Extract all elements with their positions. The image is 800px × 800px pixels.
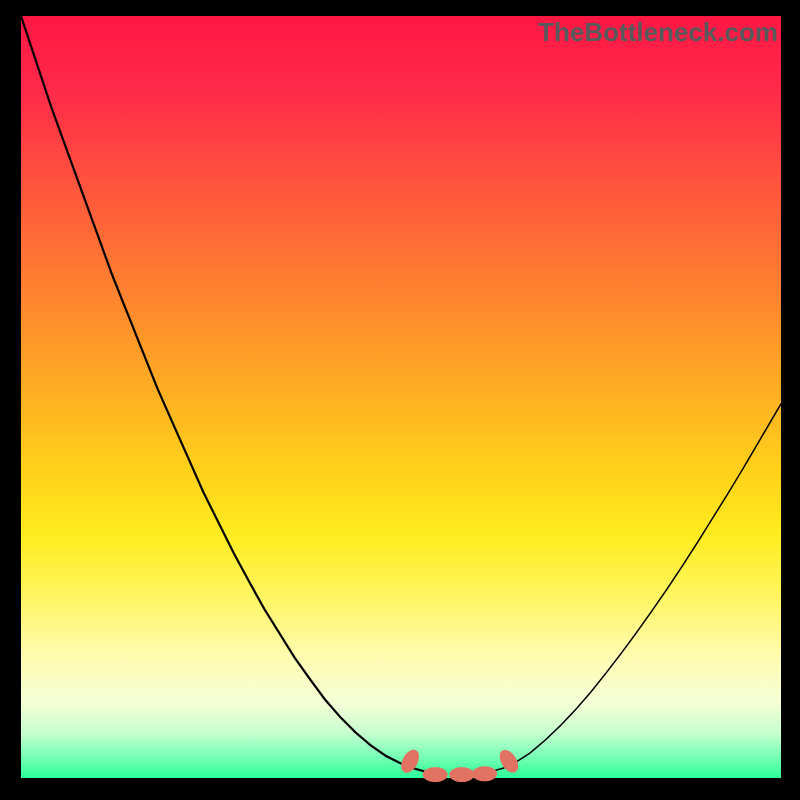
- chart-container: TheBottleneck.com: [0, 0, 800, 800]
- plot-background: [21, 16, 781, 778]
- marker-2: [450, 768, 474, 782]
- marker-1: [423, 768, 447, 782]
- marker-3: [473, 767, 497, 781]
- bottleneck-curve-chart: [0, 0, 800, 800]
- watermark-text: TheBottleneck.com: [538, 17, 778, 48]
